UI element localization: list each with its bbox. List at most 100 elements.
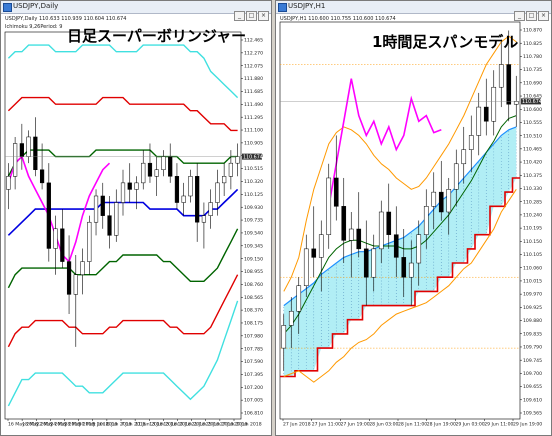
hatch-dot bbox=[305, 350, 307, 351]
candle-up bbox=[201, 215, 207, 223]
hatch-dot bbox=[335, 327, 337, 329]
x-tick-label: 7 Jun 2018 bbox=[121, 422, 146, 428]
hatch-dot bbox=[463, 224, 465, 226]
hatch-dot bbox=[485, 196, 487, 197]
hatch-dot bbox=[380, 274, 382, 276]
hatch-dot bbox=[388, 280, 390, 282]
upper3-cyan-line bbox=[7, 44, 239, 99]
hatch-dot bbox=[433, 258, 435, 260]
hatch-dot bbox=[463, 188, 465, 190]
hatch-dot bbox=[320, 297, 322, 298]
hatch-dot bbox=[463, 260, 465, 262]
hatch-dot bbox=[500, 197, 502, 198]
hatch-dot bbox=[313, 353, 315, 355]
hatch-dot bbox=[455, 257, 457, 258]
hatch-dot bbox=[305, 359, 307, 360]
minimize-button[interactable]: _ bbox=[234, 11, 245, 21]
hourly-chart-canvas[interactable]: 110.870 110.825 110.780 110.735 110.690 110.6… bbox=[276, 1, 552, 436]
candle-down bbox=[483, 106, 489, 122]
candle-up bbox=[498, 64, 504, 88]
hatch-dot bbox=[305, 323, 307, 324]
hatch-dot bbox=[305, 305, 307, 306]
hourly-ohlc-info: USDJPY,H1 110.600 110.755 110.600 110.67… bbox=[280, 16, 396, 22]
hatch-dot bbox=[440, 226, 442, 227]
hatch-dot bbox=[343, 316, 345, 317]
hourly-chart-window[interactable]: USDJPY,H1 _ □ × 110.870 110.825 110.780 110.7… bbox=[275, 0, 552, 436]
hatch-dot bbox=[500, 200, 502, 201]
hatch-dot bbox=[305, 332, 307, 333]
hatch-dot bbox=[478, 192, 480, 194]
hatch-dot bbox=[455, 239, 457, 240]
hatch-dot bbox=[350, 301, 352, 302]
hourly-window-title: USDJPY,H1 bbox=[288, 2, 326, 10]
hatch-dot bbox=[470, 186, 472, 187]
hatch-dot bbox=[478, 171, 480, 173]
hatch-dot bbox=[463, 221, 465, 223]
price-tag-box bbox=[242, 153, 262, 160]
close-button[interactable]: × bbox=[538, 11, 549, 21]
candle-up bbox=[281, 325, 287, 349]
daily-chart-canvas[interactable]: 112.465 112.270 112.075 111.880 111.685 111.4… bbox=[1, 1, 272, 436]
hatch-dot bbox=[493, 157, 495, 159]
hatch-dot bbox=[328, 270, 330, 272]
hatch-dot bbox=[455, 218, 457, 219]
hatch-dot bbox=[298, 358, 300, 360]
minimize-button[interactable]: _ bbox=[514, 11, 525, 21]
maximize-button[interactable]: □ bbox=[246, 11, 257, 21]
hatch-dot bbox=[455, 233, 457, 234]
candle-down bbox=[341, 206, 347, 241]
hatch-dot bbox=[343, 274, 345, 275]
candle-up bbox=[348, 228, 354, 241]
y-tick-label: 109.925 bbox=[523, 305, 542, 311]
candle-up bbox=[93, 195, 99, 223]
hatch-dot bbox=[433, 234, 435, 236]
y-tick-label: 109.565 bbox=[523, 411, 542, 417]
hatch-dot bbox=[425, 255, 427, 257]
hatch-dot bbox=[515, 152, 517, 154]
hatch-dot bbox=[313, 368, 315, 370]
hatch-dot bbox=[478, 222, 480, 224]
hatch-dot bbox=[485, 199, 487, 200]
candle-up bbox=[161, 156, 166, 170]
candle-up bbox=[318, 234, 324, 258]
candle-up bbox=[468, 135, 474, 150]
hatch-dot bbox=[320, 321, 322, 322]
hatch-dot bbox=[478, 180, 480, 182]
hatch-dot bbox=[290, 370, 292, 372]
candle-up bbox=[296, 285, 302, 312]
hatch-dot bbox=[470, 237, 472, 238]
hatch-dot bbox=[298, 334, 300, 336]
x-tick-label: 27 Jun 19:00 bbox=[341, 422, 370, 428]
hatch-dot bbox=[305, 308, 307, 309]
hatch-dot bbox=[500, 161, 502, 162]
candle-up bbox=[53, 228, 58, 249]
candle-down bbox=[401, 257, 407, 278]
daily-titlebar[interactable]: USDJPY,Daily _ □ × bbox=[1, 1, 271, 21]
candle-up bbox=[215, 182, 220, 203]
hatch-dot bbox=[500, 191, 502, 192]
y-tick-label: 111.685 bbox=[244, 89, 263, 95]
hatch-dot bbox=[493, 202, 495, 204]
hatch-dot bbox=[448, 271, 450, 273]
hatch-dot bbox=[485, 202, 487, 203]
hatch-dot bbox=[500, 137, 502, 138]
hatch-dot bbox=[395, 287, 397, 288]
hatch-dot bbox=[328, 276, 330, 278]
hatch-dot bbox=[335, 300, 337, 302]
hourly-titlebar[interactable]: USDJPY,H1 _ □ × bbox=[276, 1, 551, 21]
maximize-button[interactable]: □ bbox=[526, 11, 537, 21]
left-plot: 112.465 112.270 112.075 111.880 111.685 111.4… bbox=[4, 31, 263, 428]
close-button[interactable]: × bbox=[258, 11, 269, 21]
hatch-dot bbox=[478, 186, 480, 188]
hatch-dot bbox=[335, 285, 337, 287]
y-tick-label: 109.790 bbox=[523, 345, 542, 351]
hatch-dot bbox=[313, 350, 315, 352]
hatch-dot bbox=[515, 173, 517, 175]
hatch-dot bbox=[358, 277, 360, 279]
hatch-dot bbox=[470, 240, 472, 241]
hatch-dot bbox=[380, 289, 382, 291]
hatch-dot bbox=[485, 166, 487, 167]
hatch-dot bbox=[515, 176, 517, 178]
hatch-dot bbox=[328, 336, 330, 338]
daily-chart-window[interactable]: USDJPY,Daily _ □ × 112.465 112.270 112.075 11… bbox=[0, 0, 272, 436]
